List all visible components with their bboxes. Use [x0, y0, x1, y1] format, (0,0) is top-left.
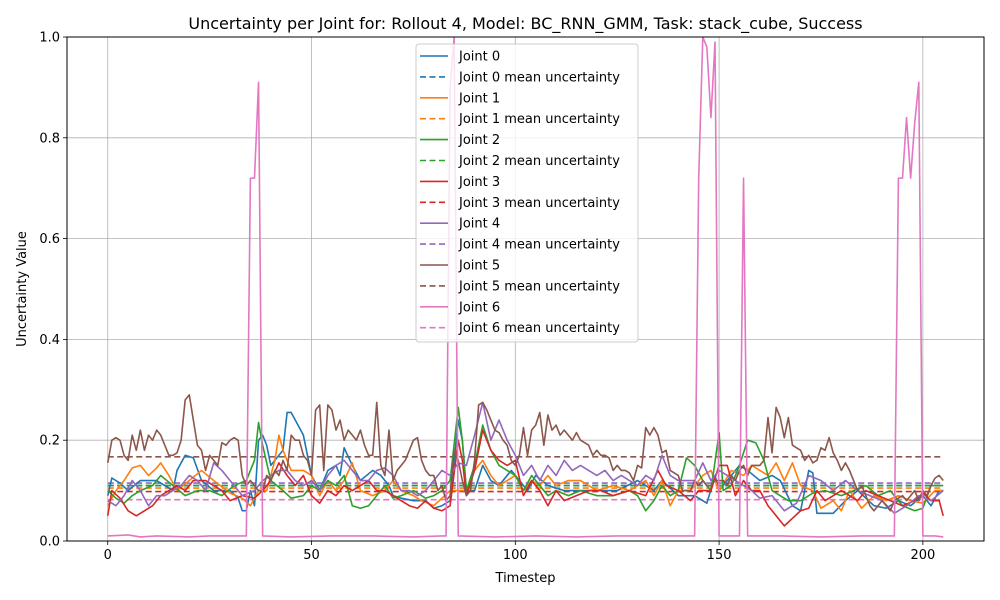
legend-label-joint-5-mean: Joint 5 mean uncertainty: [458, 279, 620, 294]
y-axis-ticks: 0.0 0.2 0.4 0.6 0.8 1.0: [39, 31, 67, 550]
legend-label-joint-0: Joint 0: [458, 50, 500, 65]
y-tick-label: 0.8: [39, 131, 60, 146]
x-tick-label: 200: [910, 548, 935, 563]
x-tick-label: 100: [503, 548, 528, 563]
legend-label-joint-1-mean: Joint 1 mean uncertainty: [458, 112, 620, 127]
legend-label-joint-2: Joint 2: [458, 133, 500, 148]
x-tick-label: 50: [303, 548, 320, 563]
joint-4-line: [107, 401, 944, 515]
x-tick-label: 150: [707, 548, 732, 563]
plot-frame: [66, 36, 985, 542]
y-tick-label: 0.0: [39, 535, 60, 550]
x-tick-label: 0: [104, 548, 112, 563]
y-tick-label: 1.0: [39, 31, 60, 46]
y-axis-title: Uncertainty Value: [15, 231, 30, 347]
legend-label-joint-3: Joint 3: [458, 175, 500, 190]
joint-2-line: [107, 406, 944, 512]
legend-label-joint-0-mean: Joint 0 mean uncertainty: [458, 70, 620, 85]
legend: Joint 0 Joint 0 mean uncertainty Joint 1 Jo…: [415, 43, 639, 343]
y-tick-label: 0.6: [39, 232, 60, 247]
legend-label-joint-6: Joint 6: [458, 300, 500, 315]
legend-label-joint-5: Joint 5: [458, 259, 500, 274]
legend-label-joint-1: Joint 1: [458, 91, 500, 106]
x-axis-title: Timestep: [495, 571, 556, 586]
legend-label-joint-3-mean: Joint 3 mean uncertainty: [458, 196, 620, 211]
joint-6-line: [107, 37, 944, 538]
joint-3-line: [106, 429, 945, 527]
legend-label-joint-2-mean: Joint 2 mean uncertainty: [458, 154, 620, 169]
chart-title: Uncertainty per Joint for: Rollout 4, Mo…: [188, 14, 862, 34]
legend-label-joint-4: Joint 4: [458, 217, 500, 232]
x-axis-ticks: 0 50 100 150 200: [104, 541, 935, 563]
legend-box: [415, 43, 639, 343]
legend-label-joint-6-mean: Joint 6 mean uncertainty: [458, 321, 620, 336]
y-tick-label: 0.4: [39, 333, 60, 348]
legend-label-joint-4-mean: Joint 4 mean uncertainty: [458, 238, 620, 253]
y-tick-label: 0.2: [39, 434, 60, 449]
series-lines: [106, 37, 945, 538]
